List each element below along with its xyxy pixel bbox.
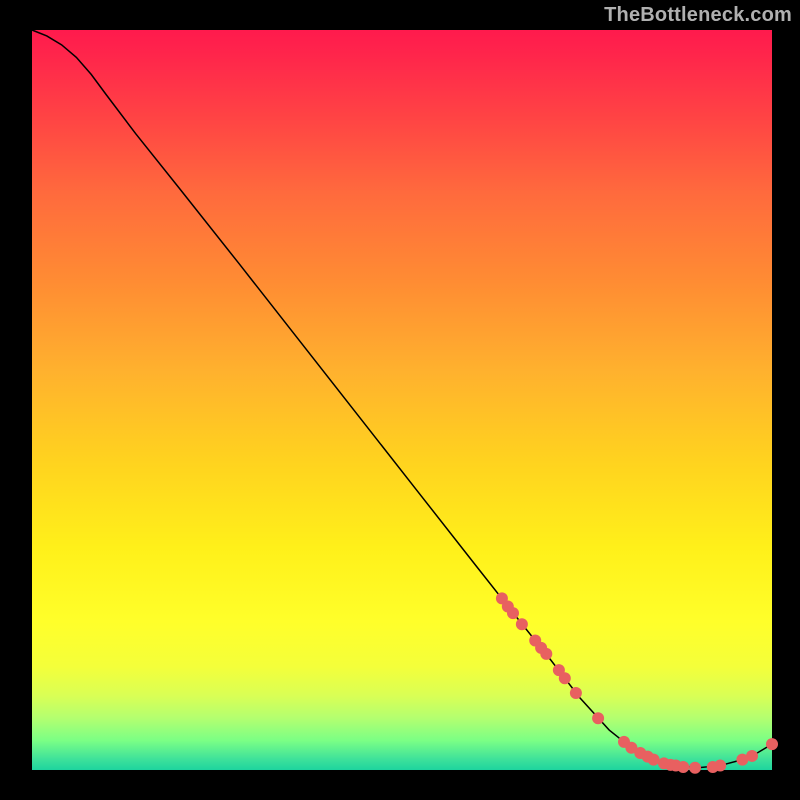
data-marker [559, 672, 571, 684]
chart-svg [32, 30, 772, 770]
plot-area [32, 30, 772, 770]
data-marker [570, 687, 582, 699]
data-marker [766, 738, 778, 750]
data-marker [516, 618, 528, 630]
data-marker [648, 754, 660, 766]
marker-group [496, 592, 778, 773]
data-marker [714, 760, 726, 772]
data-marker [689, 762, 701, 774]
data-marker [507, 607, 519, 619]
data-marker [746, 750, 758, 762]
data-marker [540, 648, 552, 660]
canvas: TheBottleneck.com [0, 0, 800, 800]
data-marker [592, 712, 604, 724]
bottleneck-curve [32, 30, 772, 768]
watermark-text: TheBottleneck.com [604, 4, 792, 27]
data-marker [677, 761, 689, 773]
